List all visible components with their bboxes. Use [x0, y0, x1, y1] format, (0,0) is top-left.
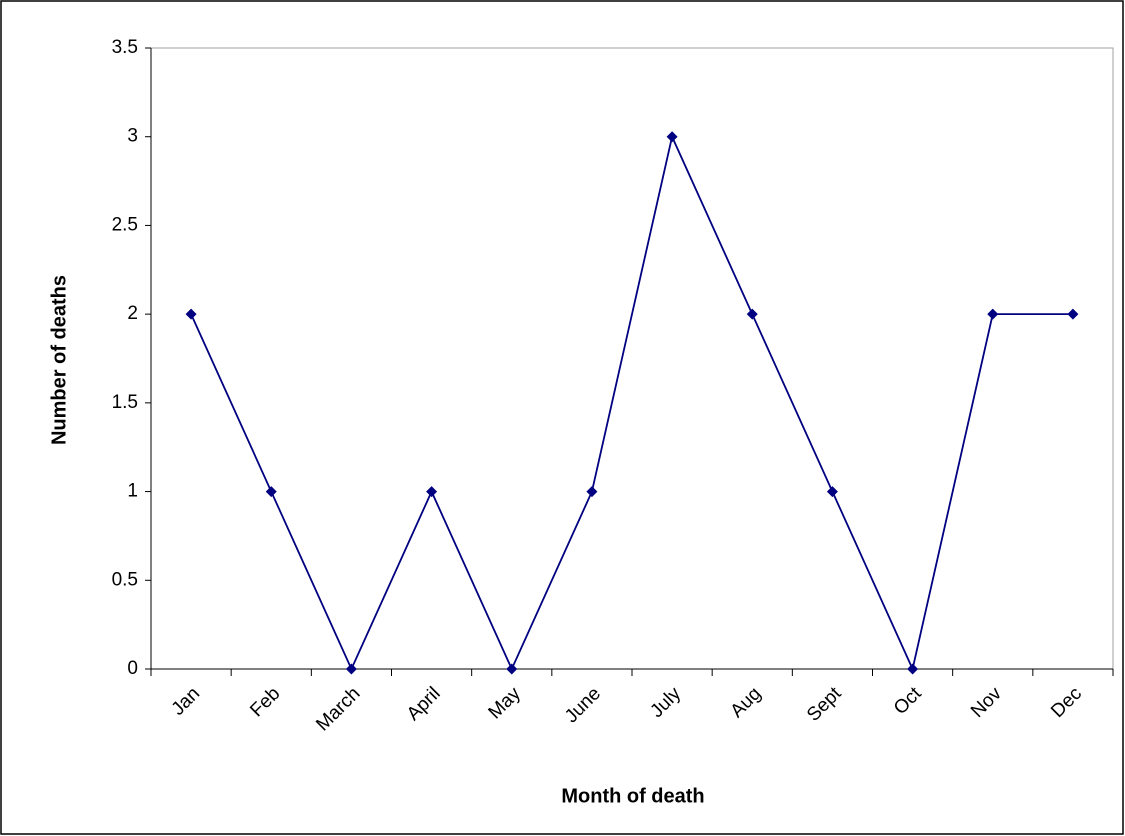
marker	[506, 663, 518, 675]
marker	[265, 486, 277, 498]
marker	[185, 308, 197, 320]
y-tick-label: 2.5	[112, 214, 138, 235]
y-axis-title: Number of deaths	[48, 275, 70, 445]
y-tick-label: 2	[127, 303, 138, 324]
marker	[345, 663, 357, 675]
y-tick-label: 0.5	[112, 569, 138, 590]
x-axis-title: Month of death	[561, 785, 704, 807]
marker	[987, 308, 999, 320]
y-tick-label: 1.5	[112, 392, 138, 413]
y-tick-label: 1	[127, 481, 138, 502]
marker	[426, 486, 438, 498]
marker	[907, 663, 919, 675]
marker	[586, 486, 598, 498]
y-tick-label: 3	[127, 126, 138, 147]
marker	[666, 131, 678, 143]
marker	[826, 486, 838, 498]
y-tick-label: 3.5	[112, 37, 138, 58]
line	[190, 133, 1073, 672]
y-tick-label: 0	[127, 658, 138, 679]
marker	[1067, 308, 1079, 320]
marker	[746, 308, 758, 320]
